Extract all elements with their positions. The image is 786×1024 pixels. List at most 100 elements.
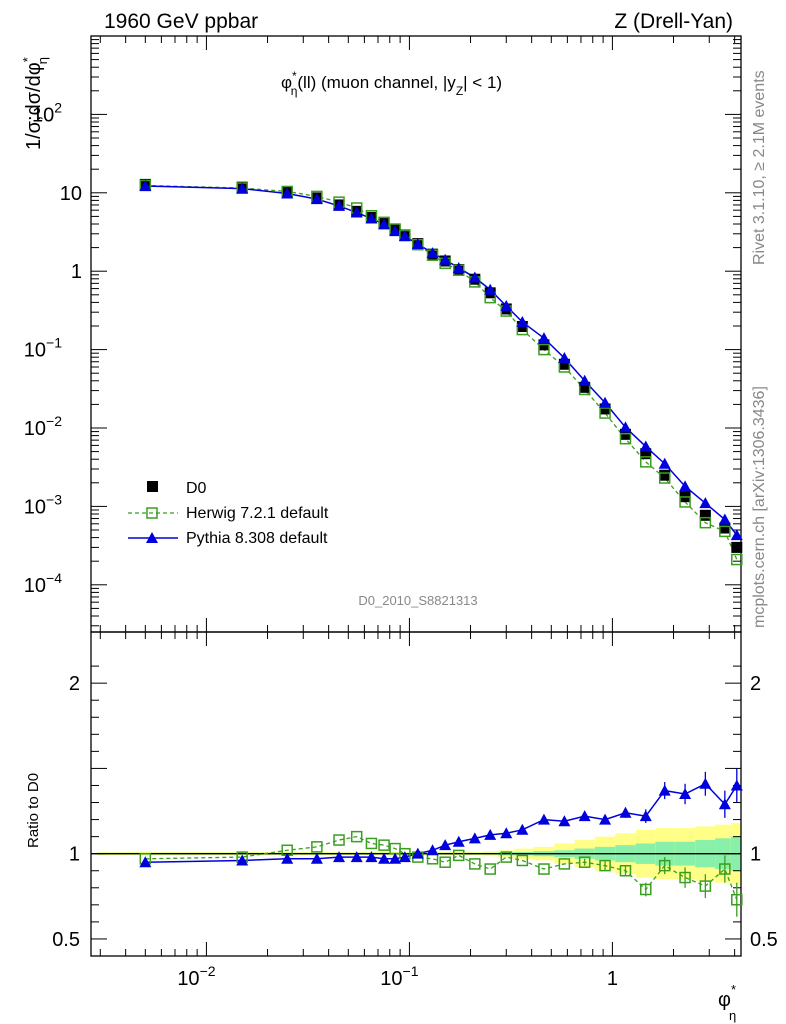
main-panel: 10−2 10−1 1 10−4 10−3 10−2 10−1 1 10 102 — [24, 35, 742, 990]
data-point — [558, 358, 570, 370]
herwig-ratio-point — [558, 858, 571, 870]
pythia-point — [718, 513, 731, 525]
ratio-tick-label-right: 2 — [750, 673, 761, 695]
pythia-point — [426, 247, 439, 259]
data-point — [640, 448, 652, 460]
y-tick-label: 10 — [60, 183, 82, 205]
herwig-ratio-point — [333, 834, 345, 846]
y-tick-label: 10−2 — [24, 413, 62, 440]
rivet-label: Rivet 3.1.10, ≥ 2.1M events — [751, 70, 768, 265]
herwig-point — [658, 472, 671, 484]
pythia-point — [679, 480, 692, 492]
pythia-ratio-point — [439, 839, 452, 851]
pythia-point — [236, 182, 249, 194]
pythia-point — [558, 352, 571, 364]
y-tick-label: 1 — [71, 261, 82, 283]
data-point — [731, 541, 743, 553]
pythia-ratio-point — [139, 856, 152, 868]
pythia-point — [599, 396, 612, 408]
x-axis-label: φ* η — [718, 982, 736, 1023]
herwig-ratio-point — [578, 856, 591, 868]
herwig-point — [538, 343, 550, 356]
herwig-ratio-point — [679, 871, 691, 884]
herwig-point — [619, 432, 632, 445]
herwig-ratio-point — [719, 863, 731, 875]
herwig-ratio-point — [378, 839, 390, 851]
herwig-point — [731, 553, 743, 566]
herwig-point — [599, 407, 611, 419]
pythia-point — [452, 261, 465, 273]
legend-marker-data — [147, 481, 158, 492]
pythia-point — [310, 193, 323, 205]
pythia-point — [281, 187, 294, 199]
pythia-point — [398, 230, 411, 242]
herwig-ratio-line — [145, 835, 738, 900]
data-point — [599, 403, 611, 415]
herwig-ratio-point — [484, 863, 496, 875]
pythia-ratio-point — [537, 813, 550, 825]
x-tick-label: 10−2 — [177, 963, 215, 990]
herwig-point — [699, 516, 712, 529]
header-right: Z (Drell-Yan) — [614, 10, 733, 33]
pythia-ratio-point — [310, 852, 323, 864]
ratio-tick-label-right: 1 — [750, 844, 761, 866]
pythia-ratio-point — [718, 798, 731, 810]
pythia-ratio-point — [599, 813, 612, 825]
header-left: 1960 GeV ppbar — [104, 10, 258, 33]
herwig-ratio-point — [439, 856, 451, 868]
pythia-point — [500, 299, 513, 311]
plot-title: φ* η(ll) (muon channel, |yZ| < 1) — [281, 69, 502, 98]
ratio-tick-label: 0.5 — [52, 929, 80, 951]
herwig-point — [679, 496, 691, 508]
ratio-tick-label-right: 0.5 — [750, 929, 778, 951]
legend-label-pythia: Pythia 8.308 default — [186, 530, 328, 547]
mcplots-label: mcplots.cern.ch [arXiv:1306.3436] — [751, 386, 768, 628]
pythia-ratio-point — [619, 806, 632, 818]
pythia-ratio-point — [658, 784, 671, 796]
series-layer — [139, 178, 743, 917]
y-tick-label: 10−4 — [24, 570, 62, 597]
pythia-ratio-point — [699, 777, 712, 789]
pythia-point — [658, 457, 671, 469]
x-tick-label: 10−1 — [380, 963, 418, 990]
pythia-point — [389, 225, 402, 237]
legend: D0 Herwig 7.2.1 default Pythia 8.308 def… — [128, 480, 329, 547]
pythia-point — [484, 283, 497, 295]
data-point — [579, 381, 591, 393]
pythia-ratio-point — [378, 852, 391, 864]
legend-label-herwig: Herwig 7.2.1 default — [186, 505, 329, 522]
herwig-ratio-point — [311, 841, 323, 853]
herwig-ratio-point — [453, 849, 465, 862]
herwig-ratio-point — [731, 893, 743, 906]
herwig-ratio-point — [619, 864, 632, 877]
herwig-ratio-point — [365, 837, 378, 850]
herwig-point — [719, 525, 731, 538]
herwig-ratio-point — [599, 859, 611, 872]
herwig-ratio-point — [699, 880, 712, 892]
pythia-ratio-point — [516, 823, 529, 835]
pythia-ratio-point — [468, 832, 481, 844]
pythia-ratio-point — [452, 835, 465, 847]
herwig-ratio-point — [658, 859, 671, 872]
pythia-point — [516, 315, 529, 327]
data-point — [719, 522, 731, 534]
herwig-ratio-point — [640, 883, 652, 896]
pythia-point — [350, 206, 363, 218]
pythia-point — [730, 529, 743, 541]
pythia-ratio-point — [426, 844, 439, 856]
ratio-frame — [90, 631, 742, 957]
pythia-point — [378, 218, 391, 230]
pythia-ratio-point — [350, 851, 363, 863]
pythia-ratio-point — [730, 779, 743, 791]
pythia-point — [439, 253, 452, 265]
herwig-ratio-point — [469, 858, 481, 870]
pythia-point — [411, 238, 424, 250]
herwig-ratio-point — [538, 863, 550, 875]
pythia-ratio-point — [578, 810, 591, 822]
pythia-ratio-point — [281, 852, 294, 864]
pythia-ratio-point — [398, 851, 411, 863]
herwig-ratio-point — [516, 854, 529, 867]
pythia-point — [333, 199, 346, 211]
x-tick-label: 1 — [607, 968, 618, 990]
